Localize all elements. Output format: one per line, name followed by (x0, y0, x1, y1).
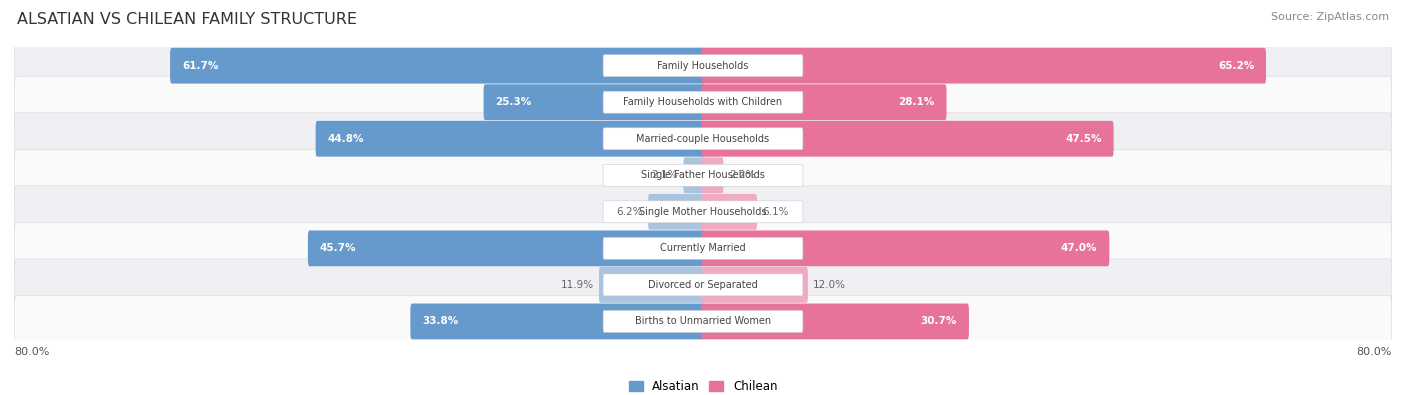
Text: Source: ZipAtlas.com: Source: ZipAtlas.com (1271, 12, 1389, 22)
Text: 25.3%: 25.3% (495, 97, 531, 107)
FancyBboxPatch shape (14, 222, 1392, 274)
FancyBboxPatch shape (603, 237, 803, 259)
FancyBboxPatch shape (484, 84, 704, 120)
Text: 61.7%: 61.7% (181, 61, 218, 71)
FancyBboxPatch shape (702, 84, 946, 120)
FancyBboxPatch shape (702, 303, 969, 339)
FancyBboxPatch shape (603, 274, 803, 296)
FancyBboxPatch shape (308, 230, 704, 266)
FancyBboxPatch shape (14, 259, 1392, 311)
FancyBboxPatch shape (603, 55, 803, 77)
Text: 12.0%: 12.0% (813, 280, 846, 290)
FancyBboxPatch shape (14, 295, 1392, 347)
FancyBboxPatch shape (702, 157, 724, 193)
Legend: Alsatian, Chilean: Alsatian, Chilean (624, 376, 782, 395)
FancyBboxPatch shape (599, 267, 704, 303)
Text: 2.1%: 2.1% (651, 170, 678, 180)
Text: ALSATIAN VS CHILEAN FAMILY STRUCTURE: ALSATIAN VS CHILEAN FAMILY STRUCTURE (17, 12, 357, 27)
Text: Family Households: Family Households (658, 61, 748, 71)
FancyBboxPatch shape (603, 91, 803, 113)
FancyBboxPatch shape (603, 128, 803, 150)
FancyBboxPatch shape (14, 149, 1392, 201)
Text: Divorced or Separated: Divorced or Separated (648, 280, 758, 290)
FancyBboxPatch shape (14, 40, 1392, 92)
Text: Currently Married: Currently Married (661, 243, 745, 253)
FancyBboxPatch shape (702, 48, 1265, 84)
FancyBboxPatch shape (14, 186, 1392, 238)
Text: 80.0%: 80.0% (14, 347, 49, 357)
Text: 80.0%: 80.0% (1357, 347, 1392, 357)
Text: 47.0%: 47.0% (1062, 243, 1098, 253)
Text: Married-couple Households: Married-couple Households (637, 134, 769, 144)
FancyBboxPatch shape (411, 303, 704, 339)
Text: 6.2%: 6.2% (616, 207, 643, 217)
FancyBboxPatch shape (702, 230, 1109, 266)
Text: 28.1%: 28.1% (898, 97, 935, 107)
FancyBboxPatch shape (170, 48, 704, 84)
Text: 11.9%: 11.9% (561, 280, 593, 290)
FancyBboxPatch shape (603, 164, 803, 186)
FancyBboxPatch shape (14, 113, 1392, 165)
FancyBboxPatch shape (702, 194, 756, 230)
FancyBboxPatch shape (702, 121, 1114, 157)
FancyBboxPatch shape (648, 194, 704, 230)
Text: Births to Unmarried Women: Births to Unmarried Women (636, 316, 770, 326)
Text: 47.5%: 47.5% (1066, 134, 1102, 144)
Text: 45.7%: 45.7% (319, 243, 356, 253)
Text: Single Mother Households: Single Mother Households (640, 207, 766, 217)
FancyBboxPatch shape (702, 267, 808, 303)
FancyBboxPatch shape (683, 157, 704, 193)
Text: 65.2%: 65.2% (1218, 61, 1254, 71)
Text: 33.8%: 33.8% (422, 316, 458, 326)
Text: 6.1%: 6.1% (762, 207, 789, 217)
FancyBboxPatch shape (14, 76, 1392, 128)
FancyBboxPatch shape (315, 121, 704, 157)
Text: Single Father Households: Single Father Households (641, 170, 765, 180)
FancyBboxPatch shape (603, 310, 803, 332)
Text: Family Households with Children: Family Households with Children (623, 97, 783, 107)
Text: 30.7%: 30.7% (921, 316, 957, 326)
FancyBboxPatch shape (603, 201, 803, 223)
Text: 2.2%: 2.2% (728, 170, 755, 180)
Text: 44.8%: 44.8% (328, 134, 364, 144)
